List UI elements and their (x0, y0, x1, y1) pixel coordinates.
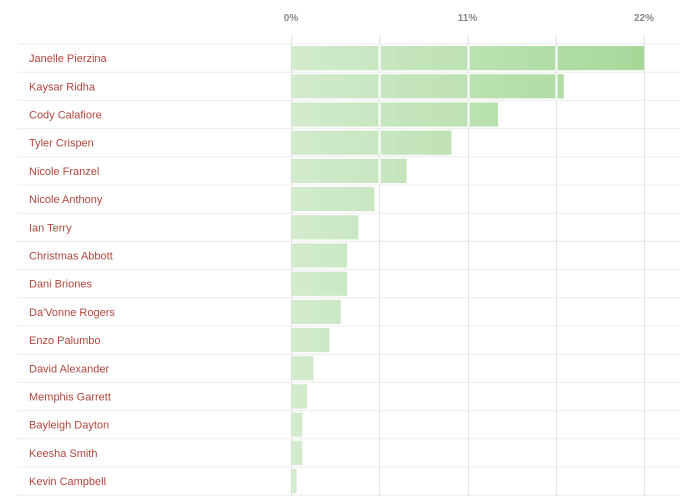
category-label: Christmas Abbott (29, 251, 113, 263)
bar[interactable] (291, 243, 348, 268)
category-label: Nicole Anthony (29, 194, 103, 206)
category-label: David Alexander (29, 363, 109, 375)
category-label: Memphis Garrett (29, 392, 111, 404)
category-label: Enzo Palumbo (29, 335, 101, 347)
x-tick-label: 0% (284, 13, 299, 24)
bar[interactable] (291, 469, 297, 494)
category-label: Ian Terry (29, 222, 72, 234)
bar[interactable] (291, 384, 308, 409)
bar[interactable] (291, 215, 359, 240)
bars (291, 46, 644, 494)
bar[interactable] (291, 328, 330, 353)
category-label: Kevin Campbell (29, 476, 106, 488)
bar[interactable] (291, 271, 348, 296)
category-label: Nicole Franzel (29, 166, 99, 178)
bar[interactable] (291, 130, 452, 155)
category-label: Kaysar Ridha (29, 81, 96, 93)
category-label: Janelle Pierzina (29, 53, 108, 65)
bar[interactable] (291, 187, 375, 212)
bar[interactable] (291, 299, 341, 324)
category-label: Keesha Smith (29, 448, 97, 460)
category-label: Bayleigh Dayton (29, 420, 109, 432)
x-tick-labels: 0% 11% 22% (284, 13, 654, 24)
category-label: Cody Calafiore (29, 110, 102, 122)
bar[interactable] (291, 74, 564, 99)
bar[interactable] (291, 412, 303, 437)
bar[interactable] (291, 356, 314, 381)
bar[interactable] (291, 440, 303, 465)
bar[interactable] (291, 158, 407, 183)
bar[interactable] (291, 102, 498, 127)
row-separators (17, 43, 680, 496)
x-tick-label: 22% (634, 13, 654, 24)
category-label: Da'Vonne Rogers (29, 307, 115, 319)
category-label: Dani Briones (29, 279, 92, 291)
category-labels: Janelle Pierzina Kaysar Ridha Cody Calafio… (29, 53, 115, 488)
bar-dividers (378, 46, 558, 183)
category-label: Tyler Crispen (29, 138, 94, 150)
x-tick-label: 11% (458, 13, 478, 24)
